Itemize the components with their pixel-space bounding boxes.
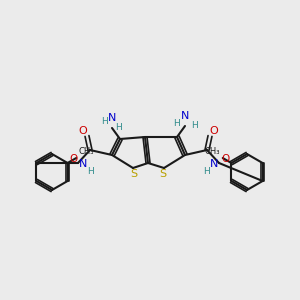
Text: O: O — [221, 154, 230, 164]
Text: N: N — [79, 159, 87, 169]
Text: O: O — [79, 126, 87, 136]
Text: O: O — [210, 126, 218, 136]
Text: H: H — [102, 116, 108, 125]
Text: N: N — [108, 113, 116, 123]
Text: H: H — [87, 167, 93, 176]
Text: O: O — [70, 154, 78, 164]
Text: N: N — [181, 111, 189, 121]
Text: S: S — [159, 169, 167, 179]
Text: H: H — [204, 167, 210, 176]
Text: S: S — [130, 169, 138, 179]
Text: H: H — [190, 121, 197, 130]
Text: CH₃: CH₃ — [205, 148, 220, 157]
Text: N: N — [210, 159, 218, 169]
Text: H: H — [116, 122, 122, 131]
Text: CH₃: CH₃ — [79, 148, 94, 157]
Text: H: H — [174, 119, 180, 128]
